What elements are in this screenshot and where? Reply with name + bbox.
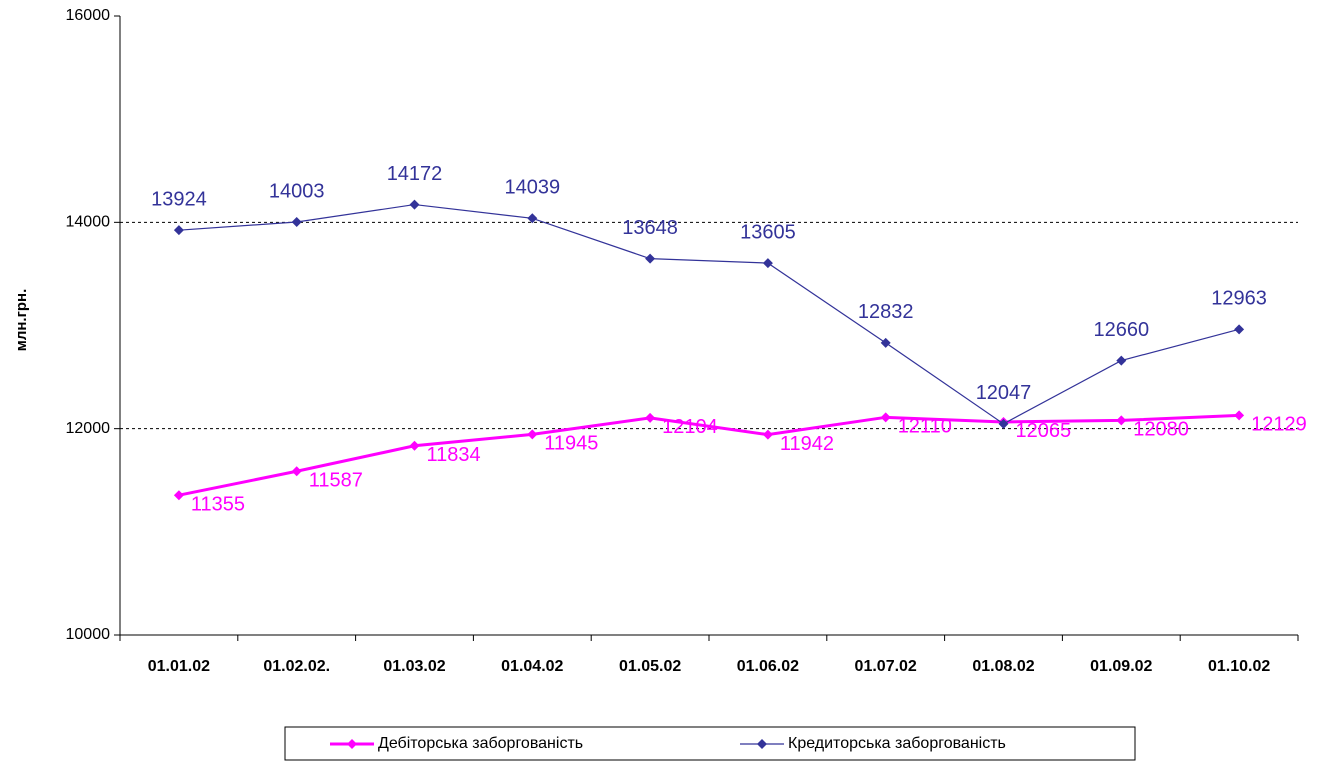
data-label: 14039: [504, 177, 560, 199]
y-tick-label: 10000: [66, 626, 111, 643]
data-label: 12832: [858, 301, 914, 323]
series-line: [178, 413, 1240, 497]
x-tick-label: 01.01.02: [148, 658, 210, 675]
data-label: 12080: [1133, 419, 1189, 441]
point: [645, 412, 656, 423]
data-label: 11587: [309, 470, 363, 492]
series-line: [178, 203, 1240, 425]
point: [173, 490, 184, 501]
data-label: 11834: [427, 444, 481, 466]
data-label: 11945: [544, 433, 598, 455]
x-tick-label: 01.07.02: [855, 658, 917, 675]
data-label: 13924: [151, 188, 207, 210]
point: [1116, 355, 1127, 366]
data-label: 12065: [1016, 420, 1072, 442]
x-tick-label: 01.08.02: [972, 658, 1034, 675]
data-label: 12660: [1093, 319, 1149, 341]
legend-label: Кредиторська заборгованість: [788, 735, 1006, 752]
legend-marker: [347, 739, 357, 749]
point: [1234, 324, 1245, 335]
point: [409, 199, 420, 210]
data-label: 12110: [898, 416, 952, 438]
x-tick-label: 01.06.02: [737, 658, 799, 675]
data-label: 12047: [976, 382, 1032, 404]
data-label: 13648: [622, 217, 678, 239]
legend-box: [284, 726, 1136, 761]
data-label: 11942: [780, 433, 834, 455]
data-label: 12104: [662, 416, 718, 438]
point: [1116, 415, 1127, 426]
point: [527, 429, 538, 440]
y-tick-label: 12000: [66, 420, 111, 437]
x-tick-label: 01.05.02: [619, 658, 681, 675]
point: [998, 418, 1009, 429]
legend-marker: [757, 739, 767, 749]
y-tick-label: 16000: [66, 7, 111, 24]
point: [762, 258, 773, 269]
y-axis-label: млн.грн.: [13, 289, 30, 352]
x-tick-label: 01.09.02: [1090, 658, 1152, 675]
data-label: 14003: [269, 180, 325, 202]
point: [173, 225, 184, 236]
x-tick-label: 01.04.02: [501, 658, 563, 675]
point: [527, 213, 538, 224]
legend-label: Дебіторська заборгованість: [378, 735, 583, 752]
data-label: 14172: [387, 163, 443, 185]
point: [409, 440, 420, 451]
data-label: 12129: [1251, 414, 1307, 436]
x-tick-label: 01.03.02: [383, 658, 445, 675]
point: [762, 429, 773, 440]
data-label: 12963: [1211, 288, 1267, 310]
x-tick-label: 01.10.02: [1208, 658, 1270, 675]
x-tick-label: 01.02.02.: [263, 658, 330, 675]
point: [291, 217, 302, 228]
data-label: 13605: [740, 221, 796, 243]
point: [880, 412, 891, 423]
y-tick-label: 14000: [66, 214, 111, 231]
point: [1234, 410, 1245, 421]
point: [880, 337, 891, 348]
point: [291, 466, 302, 477]
data-label: 11355: [191, 493, 245, 515]
point: [645, 253, 656, 264]
